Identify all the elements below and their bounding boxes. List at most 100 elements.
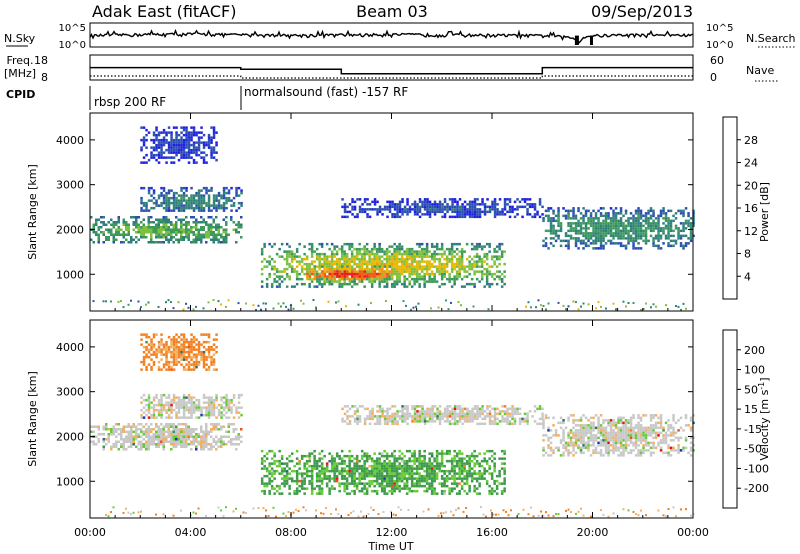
echo-cell <box>388 200 392 204</box>
echo-cell <box>443 262 446 266</box>
echo-cell <box>547 247 550 250</box>
echo-cell <box>190 148 193 152</box>
echo-cell <box>579 242 583 245</box>
echo-cell <box>426 213 429 216</box>
echo-cell <box>401 200 404 204</box>
echo-cell <box>602 219 605 223</box>
echo-cell <box>370 474 374 478</box>
echo-cell <box>592 219 595 223</box>
echo-cell <box>160 151 163 154</box>
echo-cell <box>403 277 406 281</box>
echo-cell <box>167 146 171 149</box>
echo-cell <box>150 156 153 159</box>
echo-cell <box>313 464 316 468</box>
echo-cell <box>152 443 155 446</box>
echo-cell <box>152 408 156 412</box>
echo-cell <box>303 245 306 248</box>
echo-cell <box>200 435 203 438</box>
echo-cell <box>260 250 264 253</box>
echo-cell <box>368 262 371 266</box>
echo-cell <box>485 449 489 453</box>
echo-cell <box>185 231 188 234</box>
echo-cell <box>210 345 213 349</box>
echo-cell <box>567 217 570 220</box>
echo-cell <box>579 224 583 228</box>
echo-cell <box>363 250 366 253</box>
echo-cell <box>145 161 148 164</box>
echo-cell <box>192 148 196 152</box>
echo-cell <box>634 227 638 230</box>
echo-cell <box>160 438 163 441</box>
echo-cell <box>490 275 494 278</box>
echo-cell <box>363 210 367 214</box>
echo-cell <box>470 454 474 458</box>
echo-cell <box>160 440 163 443</box>
echo-cell <box>375 477 379 480</box>
echo-cell <box>373 474 376 478</box>
echo-cell <box>378 457 381 460</box>
echo-cell <box>235 408 238 412</box>
echo-cell <box>278 277 281 281</box>
echo-cell <box>278 462 281 465</box>
echo-cell <box>192 128 196 132</box>
echo-cell <box>433 205 437 209</box>
echo-cell <box>167 141 171 144</box>
echo-cell <box>393 459 396 463</box>
echo-cell <box>368 464 371 468</box>
echo-cell <box>195 438 198 441</box>
echo-cell <box>345 487 349 490</box>
echo-cell <box>549 207 553 210</box>
echo-cell <box>430 477 434 480</box>
echo-cell <box>513 208 517 211</box>
echo-cell <box>285 474 289 478</box>
echo-cell <box>97 438 100 441</box>
echo-cell <box>162 345 166 349</box>
echo-cell <box>190 406 193 409</box>
echo-cell <box>192 365 196 369</box>
echo-cell <box>373 277 376 281</box>
echo-cell <box>338 469 341 473</box>
echo-cell <box>398 472 401 475</box>
echo-cell <box>308 454 311 458</box>
echo-cell <box>348 272 352 276</box>
echo-cell <box>150 353 153 356</box>
echo-cell <box>360 487 364 490</box>
echo-cell <box>612 242 615 245</box>
echo-cell <box>187 425 190 428</box>
echo-cell <box>300 482 304 485</box>
echo-cell <box>308 242 311 246</box>
echo-cell <box>195 236 198 239</box>
echo-cell <box>147 186 151 190</box>
echo-cell <box>150 153 153 157</box>
echo-cell <box>175 343 178 346</box>
echo-cell <box>162 131 166 134</box>
echo-cell <box>140 196 143 200</box>
echo-cell <box>567 222 570 225</box>
echo-cell <box>167 226 170 229</box>
echo-cell <box>97 226 100 229</box>
echo-cell <box>435 452 439 455</box>
echo-cell <box>441 205 444 209</box>
echo-cell <box>280 477 284 480</box>
echo-cell <box>275 270 279 273</box>
echo-cell <box>357 303 360 306</box>
echo-cell <box>627 239 630 243</box>
echo-cell <box>185 416 188 419</box>
echo-cell <box>157 438 160 441</box>
echo-cell <box>132 430 135 433</box>
echo-cell <box>574 244 578 248</box>
echo-cell <box>180 201 183 205</box>
echo-cell <box>343 469 346 473</box>
echo-cell <box>378 210 382 214</box>
echo-cell <box>478 265 481 268</box>
echo-cell <box>315 459 319 463</box>
echo-cell <box>370 472 374 475</box>
echo-cell <box>152 156 156 159</box>
echo-cell <box>230 186 233 190</box>
echo-cell <box>390 489 394 493</box>
echo-cell <box>360 464 364 468</box>
echo-cell <box>677 227 680 230</box>
echo-cell <box>644 232 648 235</box>
echo-cell <box>594 227 598 230</box>
echo-cell <box>222 209 226 212</box>
